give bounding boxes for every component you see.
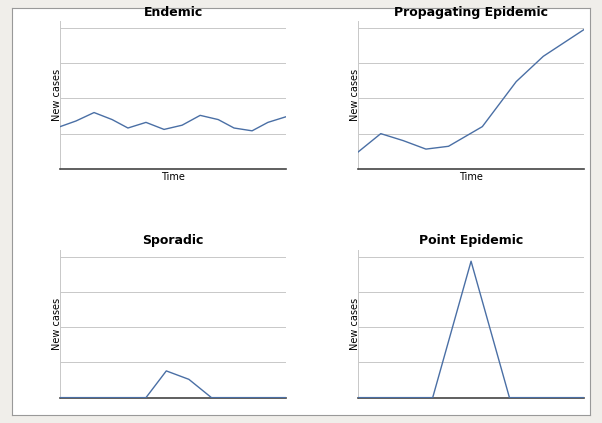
X-axis label: Time: Time xyxy=(161,172,185,181)
Y-axis label: New cases: New cases xyxy=(350,298,361,350)
Y-axis label: New cases: New cases xyxy=(350,69,361,121)
X-axis label: Time: Time xyxy=(459,172,483,181)
Title: Point Epidemic: Point Epidemic xyxy=(419,234,523,247)
Y-axis label: New cases: New cases xyxy=(52,69,63,121)
Title: Endemic: Endemic xyxy=(143,5,203,19)
Title: Propagating Epidemic: Propagating Epidemic xyxy=(394,5,548,19)
Title: Sporadic: Sporadic xyxy=(143,234,203,247)
Y-axis label: New cases: New cases xyxy=(52,298,63,350)
